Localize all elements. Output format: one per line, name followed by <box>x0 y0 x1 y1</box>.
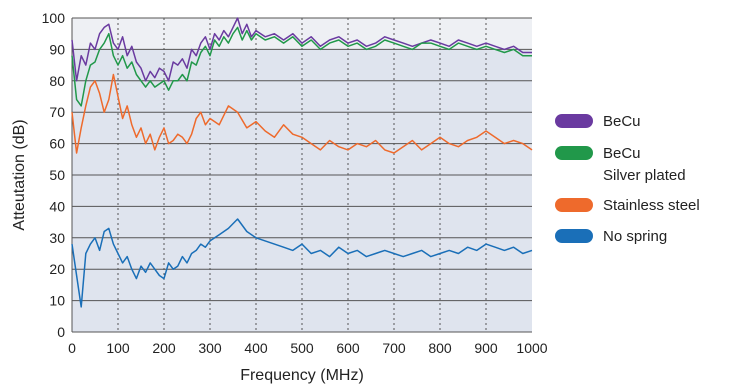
y-tick-label: 60 <box>49 136 65 152</box>
x-tick-label: 1000 <box>516 340 547 356</box>
y-tick-label: 50 <box>49 167 65 183</box>
y-tick-label: 80 <box>49 73 65 89</box>
y-tick-label: 20 <box>49 261 65 277</box>
axes <box>71 18 532 333</box>
legend-label: Stainless steel <box>603 197 700 214</box>
legend-label: Silver plated <box>603 167 686 184</box>
legend-label: BeCu <box>603 145 641 162</box>
legend-label: No spring <box>603 228 667 245</box>
y-tick-label: 40 <box>49 198 65 214</box>
y-axis-label: Atteutation (dB) <box>11 119 28 230</box>
legend-label: BeCu <box>603 113 641 130</box>
x-tick-label: 600 <box>336 340 360 356</box>
x-tick-label: 900 <box>474 340 498 356</box>
y-tick-label: 90 <box>49 41 65 57</box>
x-tick-label: 300 <box>198 340 222 356</box>
legend: BeCu BeCu Silver plated Stainless steel No s… <box>555 113 700 245</box>
x-tick-label: 400 <box>244 340 268 356</box>
legend-swatch <box>555 146 593 160</box>
x-tick-label: 500 <box>290 340 314 356</box>
y-tick-label: 10 <box>49 293 65 309</box>
y-tick-label: 70 <box>49 104 65 120</box>
legend-swatch <box>555 229 593 243</box>
x-tick-label: 100 <box>106 340 130 356</box>
series-line-3 <box>71 73 533 154</box>
legend-swatch <box>555 198 593 212</box>
x-tick-label: 200 <box>152 340 176 356</box>
series-line-1 <box>71 17 532 82</box>
y-tick-label: 100 <box>42 10 66 26</box>
series-layer <box>71 17 533 308</box>
x-tick-label: 700 <box>382 340 406 356</box>
x-axis-label: Frequency (MHz) <box>240 367 364 384</box>
grid <box>72 17 532 332</box>
x-tick-label: 0 <box>68 340 76 356</box>
x-tick-label: 800 <box>428 340 452 356</box>
series-line-2 <box>71 26 532 107</box>
legend-swatch <box>555 114 593 128</box>
y-tick-label: 0 <box>57 324 65 340</box>
series-line-4 <box>71 218 533 308</box>
y-tick-label: 30 <box>49 230 65 246</box>
